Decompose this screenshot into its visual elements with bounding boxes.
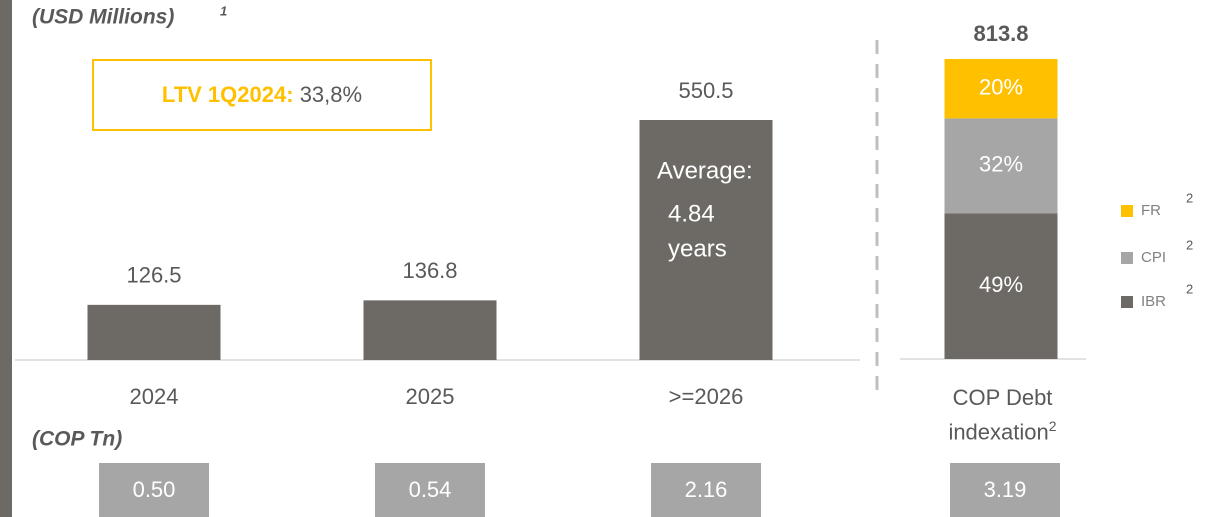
legend-swatch (1121, 296, 1133, 308)
annotation: Average: (657, 157, 753, 184)
unit-label: (USD Millions) (32, 6, 174, 29)
cop-box (99, 463, 209, 517)
ltv-label: LTV 1Q2024: (162, 82, 294, 107)
value-label: 32% (979, 152, 1023, 177)
value-label: 550.5 (678, 78, 733, 103)
cop-value: 2.16 (685, 477, 728, 502)
category-text: COP Debt indexation (948, 385, 1053, 445)
category-note: 2 (1048, 418, 1057, 434)
category-label: COP Debt indexation2 (930, 384, 1075, 446)
x-tick-label: 2025 (406, 384, 455, 409)
total-label: 813.8 (973, 21, 1028, 46)
legend-note: 2 (1186, 237, 1193, 252)
legend-label: FR (1141, 202, 1161, 219)
legend-label: IBR (1141, 293, 1166, 310)
bar-segment (944, 118, 1058, 214)
value-label: 49% (979, 272, 1023, 297)
bar (363, 300, 497, 360)
bar (639, 120, 773, 360)
value-label: 20% (979, 75, 1023, 100)
cop-unit-label: (COP Tn) (32, 428, 122, 451)
annotation: years (668, 235, 727, 262)
ltv-text: LTV 1Q2024: 33,8% (162, 82, 362, 107)
cop-box (375, 463, 485, 517)
x-tick-label: >=2026 (669, 384, 744, 409)
ltv-box (92, 59, 432, 131)
x-tick-label: 2024 (130, 384, 179, 409)
annotation: 4.84 (668, 200, 715, 227)
legend-swatch (1121, 252, 1133, 264)
ltv-value: 33,8% (300, 82, 362, 107)
cop-value: 3.19 (984, 477, 1027, 502)
bar (87, 304, 221, 360)
cop-box (651, 463, 761, 517)
value-label: 126.5 (126, 263, 181, 288)
legend-note: 2 (1186, 190, 1193, 205)
value-label: 136.8 (402, 258, 457, 283)
unit-note: 1 (220, 3, 227, 18)
legend-label: CPI (1141, 249, 1166, 266)
cop-value: 0.54 (409, 477, 452, 502)
legend-note: 2 (1186, 281, 1193, 296)
bar-segment (944, 59, 1058, 119)
cop-box (950, 463, 1060, 517)
side-strip (0, 0, 12, 517)
cop-value: 0.50 (133, 477, 176, 502)
bar-segment (944, 213, 1058, 359)
legend-swatch (1121, 205, 1133, 217)
